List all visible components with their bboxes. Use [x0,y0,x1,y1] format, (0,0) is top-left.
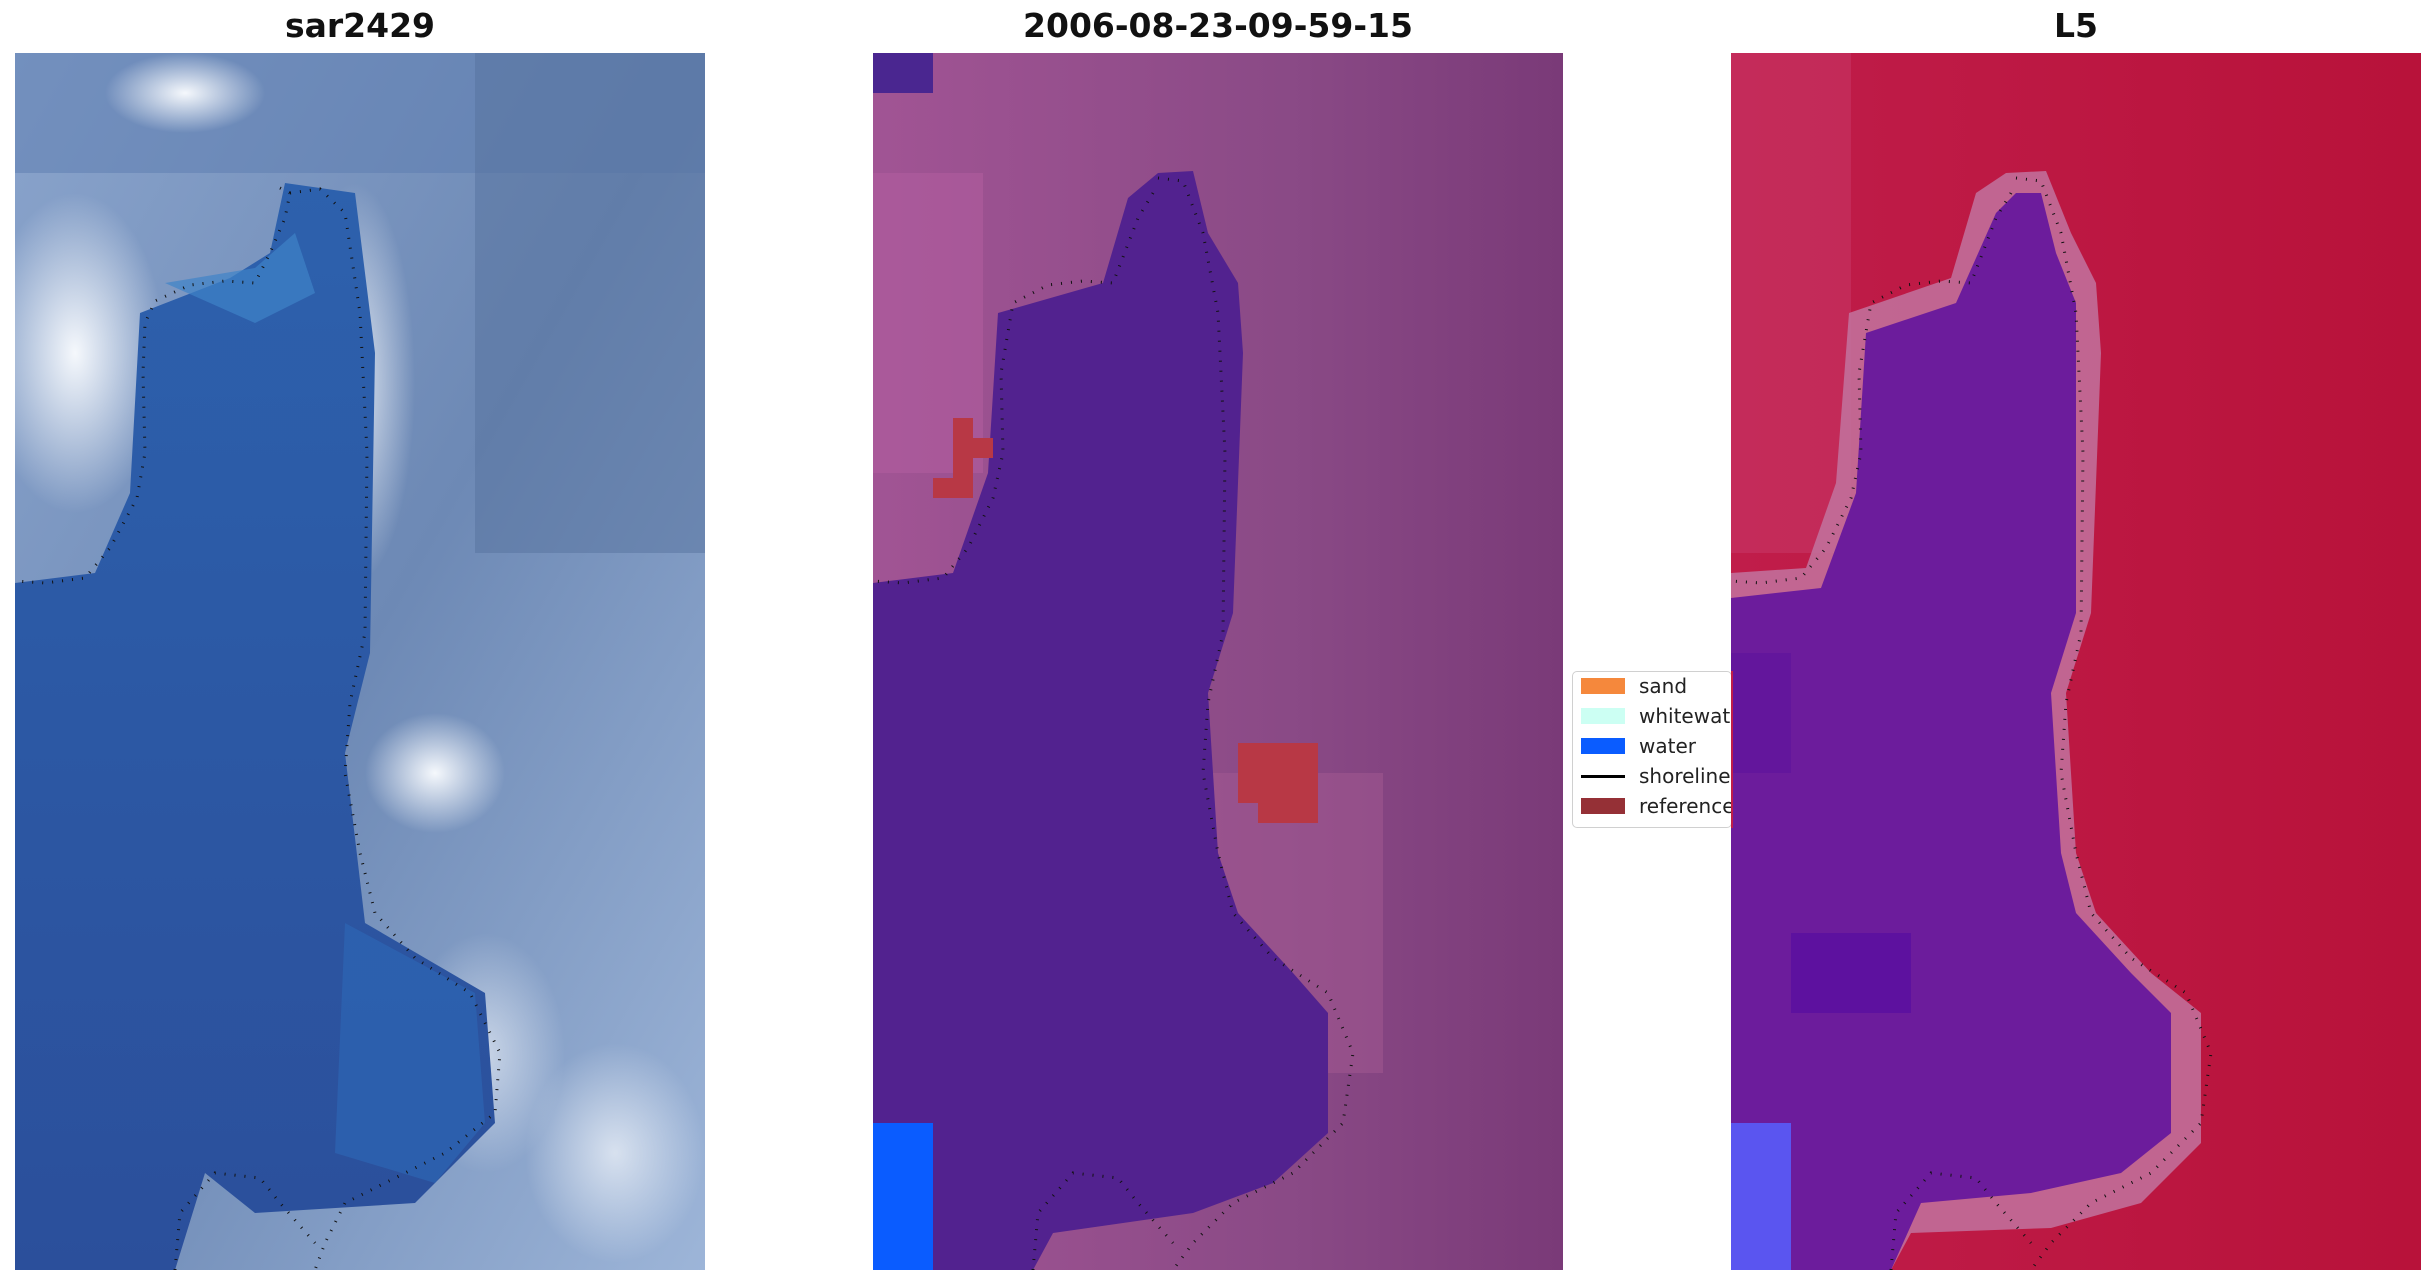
rgb-image [15,53,705,1270]
corner-water-patch [873,53,933,93]
water-swatch [1581,738,1625,754]
legend-item-reference: reference [1573,792,1732,820]
index-ocean-patch [1731,1123,1791,1270]
legend-item-water: water [1573,732,1731,760]
legend-label-water: water [1639,734,1696,758]
panel-title-index: L5 [2054,6,2098,45]
legend-item-shoreline: shoreline [1573,762,1731,790]
reference-swatch [1581,798,1625,814]
reference-patch-1 [933,418,993,498]
index-panel [1731,53,2421,1270]
legend: sand whitewater water shoreline referenc… [1572,671,1732,828]
shoreline-trace-right [289,187,502,1270]
legend-label-shoreline: shoreline [1639,764,1731,788]
legend-clip-cover [1731,671,1733,828]
ocean-bright-patch [873,1123,933,1270]
rgb-image-panel [15,53,705,1270]
legend-label-reference: reference [1639,794,1732,818]
whitewater-swatch [1581,708,1625,724]
classification-panel [873,53,1563,1270]
legend-item-whitewater: whitewater [1573,702,1731,730]
classification-image [873,53,1563,1270]
panel-title-rgb: sar2429 [284,6,436,45]
shoreline-line-swatch [1581,775,1625,778]
sand-swatch [1581,678,1625,694]
index-image [1731,53,2421,1270]
legend-label-whitewater: whitewater [1639,704,1731,728]
legend-label-sand: sand [1639,674,1688,698]
panel-title-classification: 2006-08-23-09-59-15 [1023,6,1413,45]
reference-patch-2 [1238,743,1318,823]
classified-water-region [873,171,1328,1270]
legend-item-sand: sand [1573,672,1731,700]
